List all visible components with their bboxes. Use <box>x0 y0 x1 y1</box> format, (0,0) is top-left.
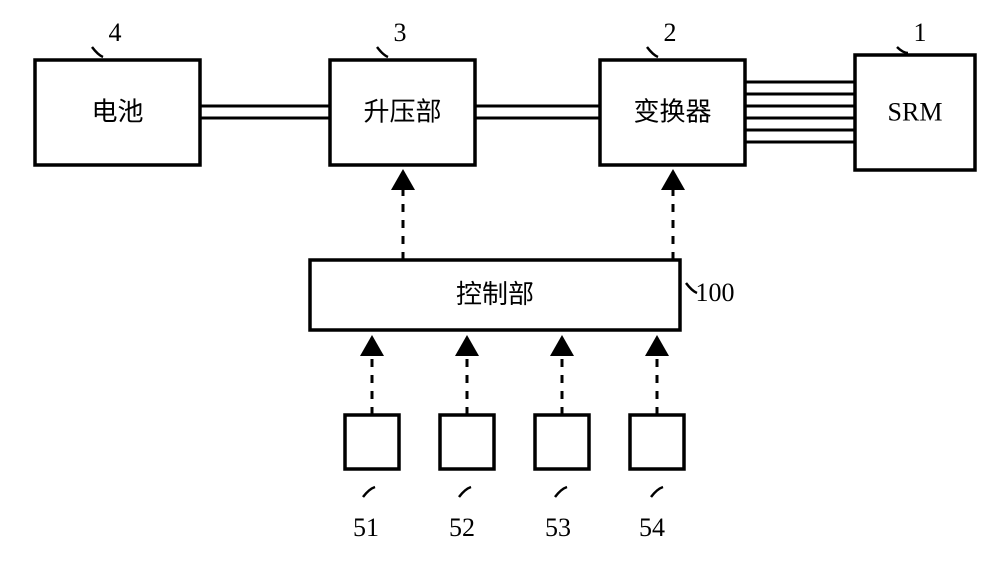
booster-label: 升压部 <box>363 97 441 126</box>
srm-ref: 1 <box>914 18 927 47</box>
battery-ref: 4 <box>109 18 122 47</box>
ref-tick <box>377 47 388 57</box>
booster-ref: 3 <box>394 18 407 47</box>
ref-tick <box>363 487 375 497</box>
converter-ref: 2 <box>664 18 677 47</box>
battery-label: 电池 <box>91 97 143 126</box>
s1-ref: 51 <box>353 513 379 542</box>
ref-tick <box>897 47 908 53</box>
s2-block <box>440 415 494 469</box>
control-ref: 100 <box>696 278 735 307</box>
s4-block <box>630 415 684 469</box>
s2-ref: 52 <box>449 513 475 542</box>
ref-tick <box>651 487 663 497</box>
s1-block <box>345 415 399 469</box>
s4-ref: 54 <box>639 513 665 542</box>
s3-ref: 53 <box>545 513 571 542</box>
ref-tick <box>647 47 658 57</box>
srm-label: SRM <box>888 97 943 126</box>
s3-block <box>535 415 589 469</box>
converter-label: 变换器 <box>633 97 711 126</box>
block-diagram: 电池 4 升压部 3 变换器 2 SRM 1 控制部 100 51 52 53 54 <box>0 0 1000 567</box>
ref-tick <box>459 487 471 497</box>
ref-tick <box>92 47 103 57</box>
control-label: 控制部 <box>456 280 534 309</box>
ref-tick <box>555 487 567 497</box>
